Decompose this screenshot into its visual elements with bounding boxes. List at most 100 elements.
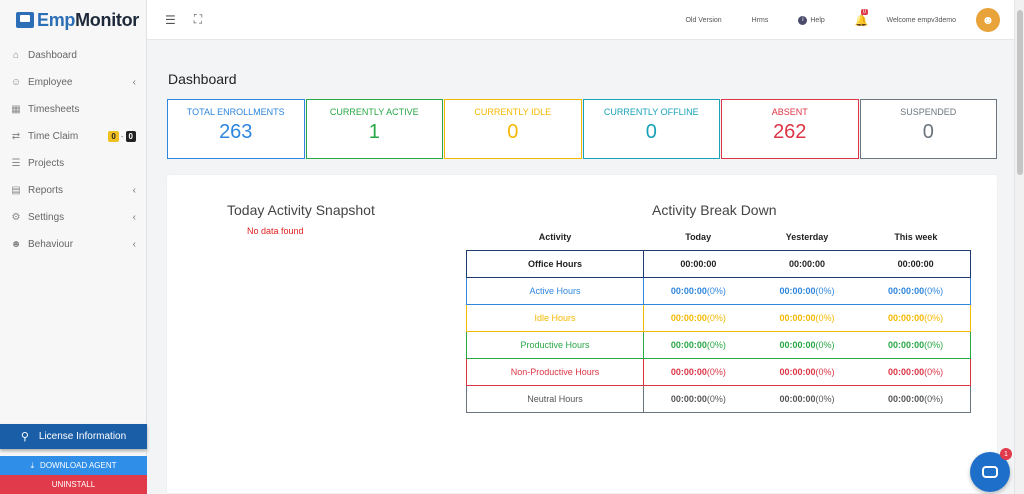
time-cell: 00:00:00(0%)	[861, 276, 972, 305]
time-percent: (0%)	[706, 285, 726, 296]
sidebar-nav: ⌂ Dashboard ☺ Employee ‹ ▦ Timesheets ⇄ Time Cla…	[0, 42, 146, 258]
time-cell: 00:00:00(0%)	[752, 384, 862, 413]
sidebar-item-projects[interactable]: ☰ Projects	[0, 150, 146, 177]
time-cell: 00:00:00(0%)	[861, 303, 972, 332]
time-percent: (0%)	[924, 339, 944, 350]
header-activity: Activity	[538, 232, 572, 243]
sidebar: EmpMonitor ⌂ Dashboard ☺ Employee ‹ ▦ Timeshee…	[0, 0, 147, 494]
chat-icon	[982, 466, 998, 478]
activity-cell: Productive Hours	[466, 330, 644, 359]
sidebar-item-timesheets[interactable]: ▦ Timesheets	[0, 96, 146, 123]
table-row: Active Hours 00:00:00(0%) 00:00:00(0%) 00:0…	[466, 276, 972, 305]
sidebar-item-reports[interactable]: ▤ Reports ‹	[0, 177, 146, 204]
home-icon: ⌂	[12, 50, 20, 61]
sidebar-item-settings[interactable]: ⚙ Settings ‹	[0, 204, 146, 231]
time-value: 00:00:00	[670, 339, 707, 350]
fullscreen-icon[interactable]: ⛶	[193, 12, 203, 26]
table-row: Office Hours 00:00:00 00:00:00 00:00:00	[466, 249, 972, 278]
topbar-right: Old Version Hrms i Help 🔔 0 Welcome empv3…	[655, 0, 1000, 40]
avatar[interactable]: ☻	[976, 8, 1000, 32]
stat-card-absent[interactable]: ABSENT 262	[721, 99, 859, 159]
old-version-link[interactable]: Old Version	[685, 16, 722, 24]
breakdown-table: Activity Today Yesterday This week Offic…	[466, 225, 972, 413]
activity-panel: Today Activity Snapshot No data found Ac…	[167, 175, 997, 493]
award-icon: ⚲	[20, 431, 29, 443]
time-value: 00:00:00	[888, 312, 925, 323]
menu-toggle-icon[interactable]: ☰	[165, 12, 176, 27]
stat-card-suspended[interactable]: SUSPENDED 0	[859, 99, 997, 159]
sidebar-item-employee[interactable]: ☺ Employee ‹	[0, 69, 146, 96]
stat-card-currently-active[interactable]: CURRENTLY ACTIVE 1	[305, 99, 443, 159]
download-agent-button[interactable]: ⤓ DOWNLOAD AGENT	[0, 456, 147, 475]
time-percent: (0%)	[815, 312, 835, 323]
sidebar-item-behaviour[interactable]: ☻ Behaviour ‹	[0, 231, 146, 258]
time-value: 00:00:00	[888, 339, 925, 350]
help-label: Help	[810, 16, 825, 24]
uninstall-button[interactable]: UNINSTALL	[0, 475, 147, 494]
list-icon: ☰	[11, 158, 21, 169]
time-cell: 00:00:00	[861, 249, 972, 278]
user-cog-icon: ☻	[10, 239, 22, 250]
time-percent: (0%)	[706, 312, 726, 323]
stat-label: CURRENTLY IDLE	[474, 107, 552, 117]
gear-icon: ⚙	[11, 212, 21, 223]
hrms-link[interactable]: Hrms	[751, 16, 769, 24]
sidebar-item-label: Projects	[28, 158, 65, 169]
time-value: 00:00:00	[888, 393, 925, 404]
welcome-text: Welcome empv3demo	[886, 16, 956, 24]
time-value: 00:00:00	[779, 285, 816, 296]
time-value: 00:00:00	[680, 258, 717, 269]
chat-widget-button[interactable]: 1	[970, 448, 1012, 492]
sidebar-item-dashboard[interactable]: ⌂ Dashboard	[0, 42, 146, 69]
license-information-button[interactable]: ⚲ License Information	[0, 424, 147, 449]
sidebar-item-label: Dashboard	[28, 50, 77, 61]
time-percent: (0%)	[924, 366, 944, 377]
stat-card-currently-offline[interactable]: CURRENTLY OFFLINE 0	[582, 99, 720, 159]
header-today: Today	[685, 232, 712, 243]
chevron-left-icon: ‹	[132, 77, 136, 88]
stat-label: SUSPENDED	[900, 107, 957, 117]
stat-value: 0	[507, 121, 519, 143]
time-value: 00:00:00	[888, 366, 925, 377]
table-row: Productive Hours 00:00:00(0%) 00:00:00(0%)…	[466, 330, 972, 359]
time-claim-badges: 0-0	[108, 131, 136, 142]
page-scrollbar[interactable]	[1014, 0, 1024, 494]
scroll-thumb[interactable]	[1017, 10, 1023, 175]
notification-bell-icon[interactable]: 🔔 0	[854, 8, 869, 27]
sidebar-item-label: Reports	[28, 185, 64, 196]
logo[interactable]: EmpMonitor	[0, 0, 146, 40]
time-percent: (0%)	[706, 366, 726, 377]
time-cell: 00:00:00(0%)	[643, 276, 753, 305]
time-value: 00:00:00	[788, 258, 825, 269]
info-icon: i	[798, 15, 808, 25]
time-percent: (0%)	[815, 285, 835, 296]
time-percent: (0%)	[815, 366, 835, 377]
stat-value: 262	[773, 121, 807, 143]
snapshot-title: Today Activity Snapshot	[227, 202, 375, 218]
time-percent: (0%)	[815, 393, 835, 404]
sidebar-item-label: Timesheets	[28, 104, 80, 115]
sidebar-item-label: Employee	[28, 77, 73, 88]
notification-badge: 0	[860, 8, 869, 15]
activity-cell: Non-Productive Hours	[466, 357, 644, 386]
activity-cell: Idle Hours	[466, 303, 644, 332]
sidebar-item-time-claim[interactable]: ⇄ Time Claim 0-0	[0, 123, 146, 150]
exchange-icon: ⇄	[11, 131, 21, 142]
time-cell: 00:00:00(0%)	[643, 330, 753, 359]
stat-card-total-enrollments[interactable]: TOTAL ENROLLMENTS 263	[167, 99, 305, 159]
stat-label: TOTAL ENROLLMENTS	[186, 107, 285, 117]
time-cell: 00:00:00(0%)	[643, 357, 753, 386]
time-percent: (0%)	[924, 285, 944, 296]
time-value: 00:00:00	[779, 393, 816, 404]
stat-card-currently-idle[interactable]: CURRENTLY IDLE 0	[444, 99, 582, 159]
stat-label: CURRENTLY OFFLINE	[603, 107, 699, 117]
help-link[interactable]: i Help	[798, 15, 825, 25]
header-this-week: This week	[894, 232, 938, 243]
sidebar-item-label: Behaviour	[28, 239, 74, 250]
sidebar-item-label: Settings	[28, 212, 65, 223]
time-cell: 00:00:00	[752, 249, 862, 278]
time-cell: 00:00:00(0%)	[752, 330, 862, 359]
time-cell: 00:00:00(0%)	[752, 357, 862, 386]
time-value: 00:00:00	[779, 366, 816, 377]
activity-cell: Neutral Hours	[466, 384, 644, 413]
